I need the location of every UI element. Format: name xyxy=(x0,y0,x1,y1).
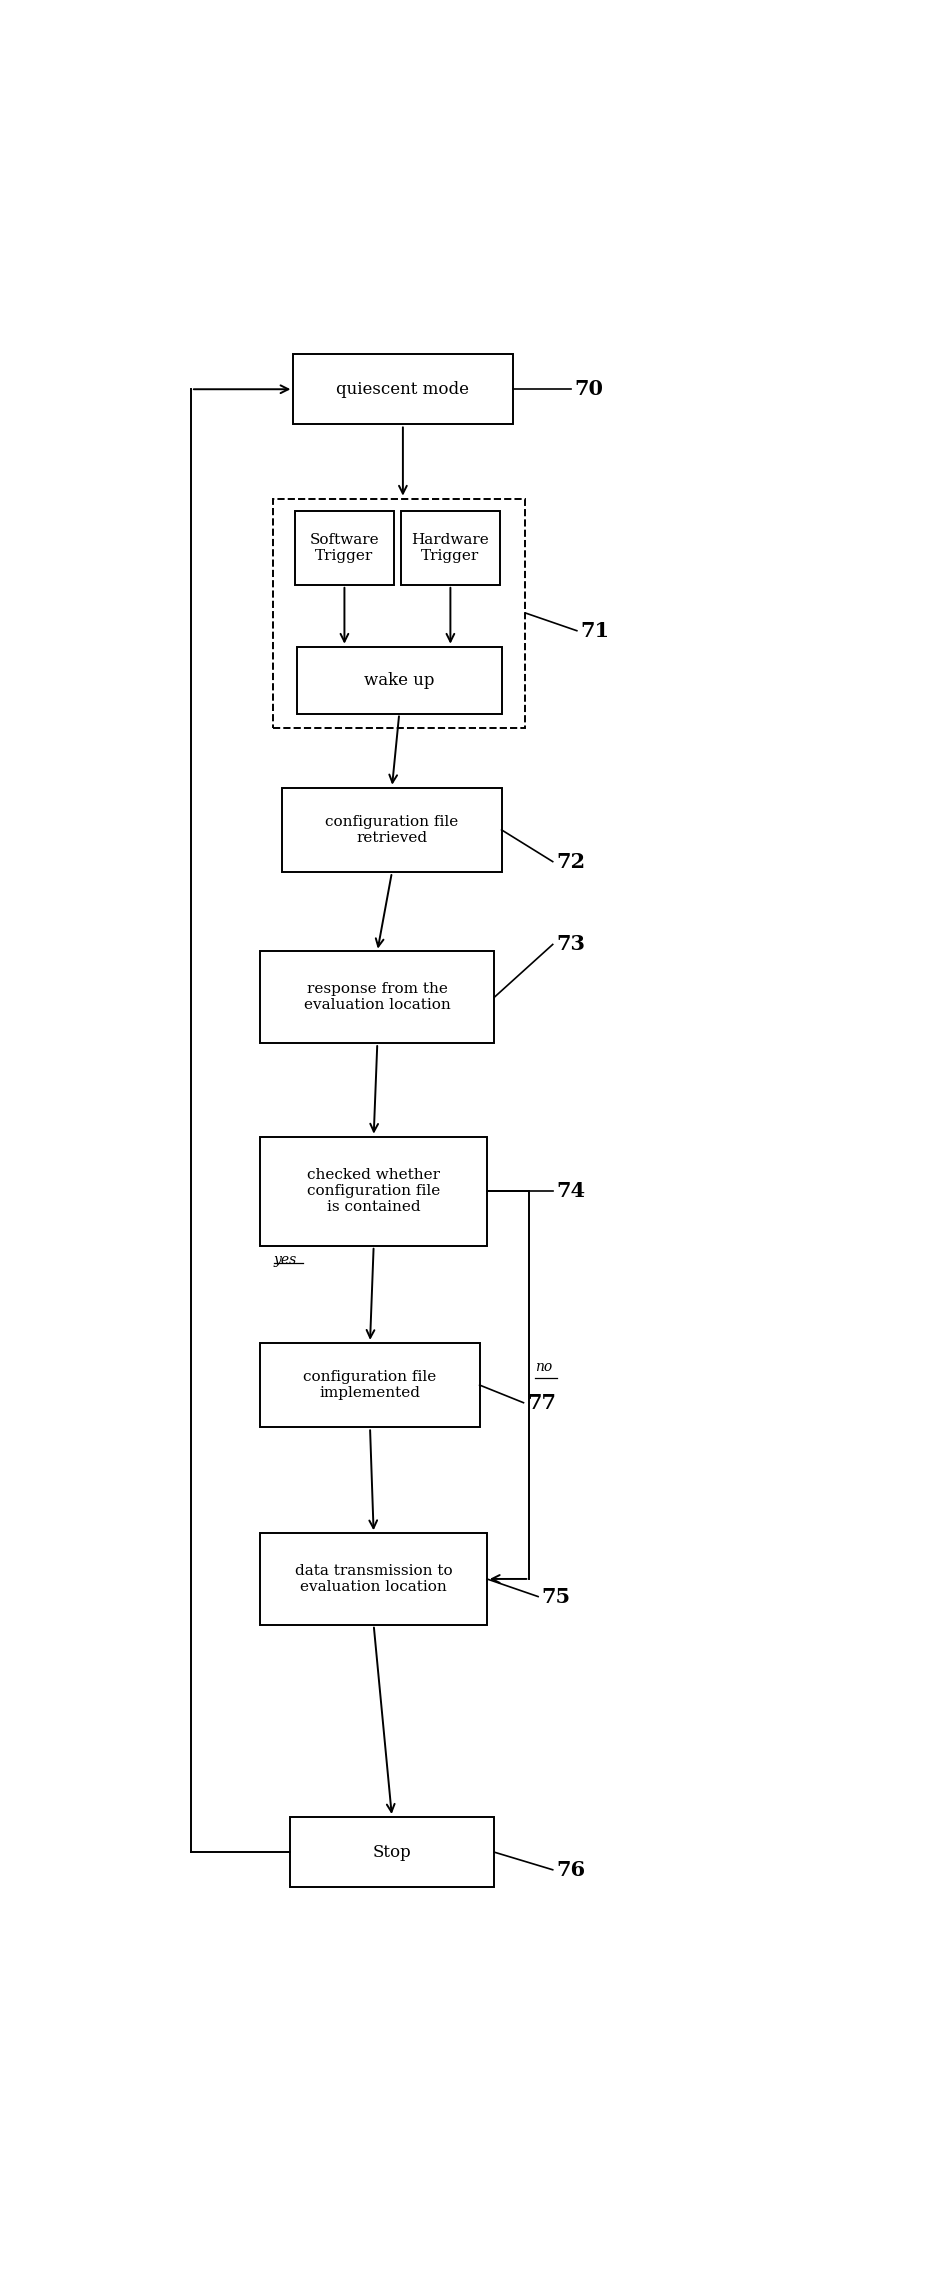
Text: 73: 73 xyxy=(556,934,586,955)
Bar xyxy=(295,510,394,586)
Bar xyxy=(273,499,525,728)
Bar xyxy=(260,952,494,1044)
Text: 70: 70 xyxy=(574,380,604,398)
Text: 76: 76 xyxy=(556,1859,586,1879)
Text: configuration file
retrieved: configuration file retrieved xyxy=(325,815,458,845)
Text: wake up: wake up xyxy=(364,671,435,689)
Bar xyxy=(282,787,502,872)
Text: quiescent mode: quiescent mode xyxy=(337,380,470,398)
Text: 71: 71 xyxy=(581,620,609,641)
Text: 72: 72 xyxy=(556,852,586,872)
Text: response from the
evaluation location: response from the evaluation location xyxy=(304,982,451,1012)
Bar xyxy=(293,355,513,423)
Text: checked whether
configuration file
is contained: checked whether configuration file is co… xyxy=(307,1167,440,1215)
Text: no: no xyxy=(536,1360,553,1373)
Text: Hardware
Trigger: Hardware Trigger xyxy=(411,533,489,563)
Text: 74: 74 xyxy=(556,1181,586,1202)
Bar xyxy=(297,645,502,714)
Bar xyxy=(290,1817,494,1888)
Text: yes: yes xyxy=(273,1252,297,1266)
Text: 77: 77 xyxy=(527,1392,556,1412)
Bar xyxy=(260,1138,487,1245)
Text: 75: 75 xyxy=(542,1586,571,1607)
Bar xyxy=(260,1534,487,1625)
Text: Software
Trigger: Software Trigger xyxy=(309,533,379,563)
Text: Stop: Stop xyxy=(372,1843,411,1861)
Text: configuration file
implemented: configuration file implemented xyxy=(304,1371,437,1401)
Bar xyxy=(260,1344,480,1428)
Text: data transmission to
evaluation location: data transmission to evaluation location xyxy=(295,1563,453,1593)
Bar xyxy=(401,510,500,586)
